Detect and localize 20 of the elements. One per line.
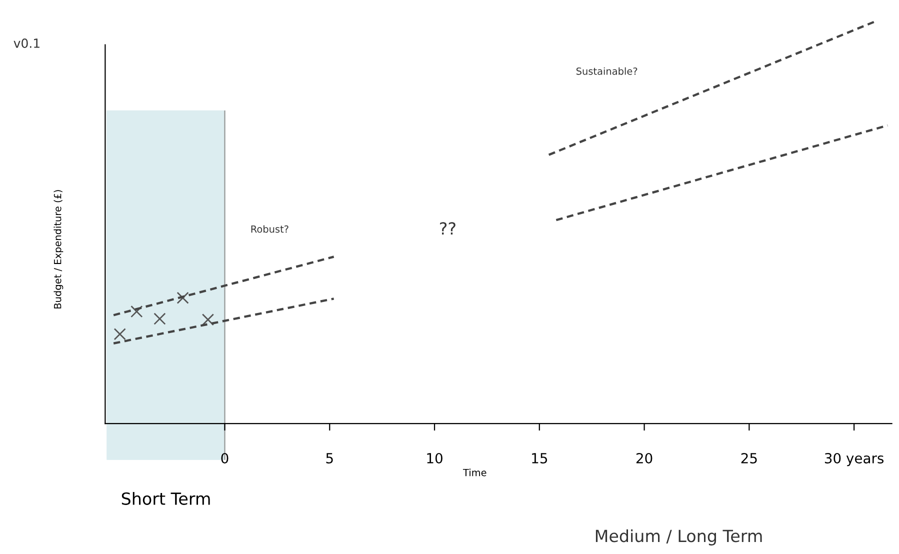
point <box>176 292 189 304</box>
x-tick-label: 10 <box>427 452 442 464</box>
text: v0.1 <box>14 38 40 48</box>
x-tick-label: 15 <box>532 453 548 464</box>
point <box>114 328 126 340</box>
point <box>202 314 214 326</box>
point <box>154 312 166 325</box>
annotation: Sustainable? <box>576 67 638 75</box>
band-label: Short Term <box>122 492 210 505</box>
x-tick-label: 25 <box>741 452 757 464</box>
x-tick-label: 30 years <box>824 452 884 466</box>
point <box>130 305 143 318</box>
text: Medium / Long Term <box>596 529 762 546</box>
x-tick-label: 5 <box>326 453 333 464</box>
x-axis-title: Time <box>462 468 486 476</box>
annotation: Robust? <box>251 225 288 233</box>
y-axis-title: Budget / Expenditure (£) <box>54 190 64 308</box>
x-tick-label: 0 <box>221 452 228 464</box>
x-tick-label: 20 <box>636 452 652 464</box>
annotation: ?? <box>440 222 456 235</box>
